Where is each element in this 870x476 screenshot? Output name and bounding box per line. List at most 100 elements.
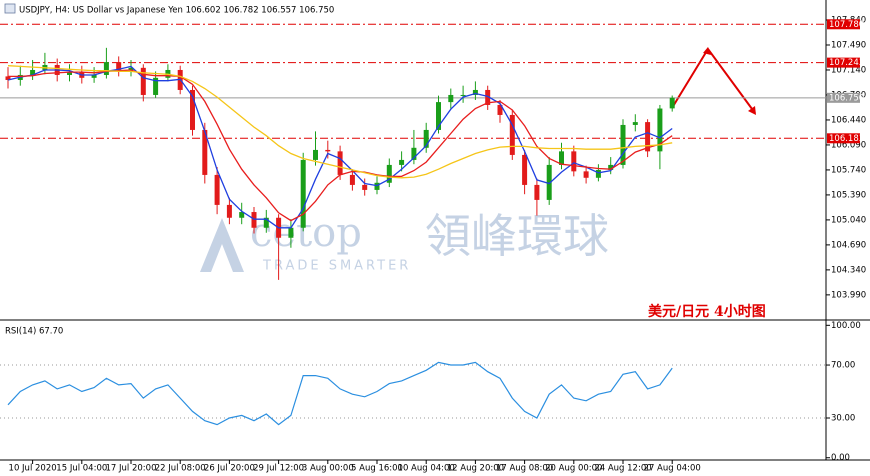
x-tick-label: 3 Aug 00:00 [302,464,354,474]
level-box [827,19,860,30]
y-tick-label: 107.490 [831,40,866,50]
candle-body [374,182,380,190]
candle-body [583,171,589,178]
rsi-title: RSI(14) 67.70 [5,327,63,337]
candle-body [386,164,392,183]
y-tick-label: 104.340 [831,265,866,275]
candle-body [91,74,97,78]
candle-body [362,184,368,190]
candle-body [140,67,146,95]
candle-body [263,217,269,228]
candle-body [645,122,651,152]
y-tick-label: 100.00 [831,321,861,331]
candle-body [485,89,491,105]
candle-body [657,108,663,152]
watermark-text: 領峰環球 [425,209,609,263]
y-tick-label: 30.00 [831,414,855,424]
chart-title: USDJPY, H4: US Dollar vs Japanese Yen 10… [19,6,334,16]
y-tick-label: 104.690 [831,240,866,250]
arrow-head [703,47,711,55]
candle-body [116,62,122,70]
line [7,65,673,179]
candle-body [411,147,417,160]
candle-body [214,174,220,205]
candle-body [620,124,626,165]
candle-body [313,149,318,160]
candle-body [67,72,72,75]
candle-body [472,89,478,95]
candle-body [546,164,552,200]
level-box [827,133,860,144]
level-label: 107.243 [829,58,864,68]
watermark-text: cetop [250,210,362,256]
level-label: 106.750 [829,93,864,103]
candle-body [5,76,11,80]
candle-body [300,159,306,228]
y-tick-label: 70.00 [831,361,855,371]
x-tick-label: 24 Aug 12:00 [594,464,651,474]
candle-body [325,149,331,152]
candle-body [226,204,232,218]
x-tick-label: 10 Jul 2020 [9,464,57,474]
annotation: 美元/日元 4小时图 [648,303,766,320]
x-tick-label: 5 Aug 16:00 [351,464,403,474]
x-tick-label: 29 Jul 12:00 [253,464,304,474]
x-tick-label: 17 Jul 20:00 [106,464,157,474]
candle-body [337,151,343,175]
candle-body [509,114,515,155]
pane: 107.840107.490107.140106.790106.440106.0… [0,15,866,300]
candle-body [128,67,134,70]
y-tick-label: 107.140 [831,65,866,75]
watermark-logo [200,218,244,272]
pane: 100.00 70.00 30.00 0.00 10 Jul 2020 15 Jul 04… [0,321,861,474]
level-label: 106.183 [829,134,864,144]
candle-body [30,69,36,75]
candle-body [239,212,245,218]
candle-body [571,151,577,172]
candle-body [423,129,429,148]
watermark: cetop 領峰環球 TRADE SMARTER [200,209,609,274]
candle-body [522,154,528,185]
y-tick-label: 105.740 [831,165,866,175]
x-tick-label: 10 Aug 04:00 [398,464,455,474]
x-tick-label: 22 Jul 08:00 [155,464,206,474]
symbol-icon [4,3,16,14]
candle-body [251,212,257,228]
y-tick-label: 106.440 [831,115,866,125]
candle-body [288,227,294,238]
candle-body [436,102,441,130]
candle-body [534,184,540,200]
y-tick-label: 103.990 [831,290,866,300]
candle-body [595,169,601,178]
y-tick-label: 105.040 [831,215,866,225]
x-tick-label: 12 Aug 20:00 [447,464,504,474]
x-tick-label: 27 Aug 04:00 [644,464,701,474]
y-tick-label: 106.090 [831,140,866,150]
arrow-head [748,106,756,115]
level-box [827,57,860,68]
x-tick-label: 26 Jul 20:00 [204,464,255,474]
candle-body [632,122,638,125]
y-tick-label: 0.00 [831,453,850,463]
overlay: 107.780 107.243 106.183 106.750 [827,19,864,144]
candle-body [559,151,564,165]
line [7,65,673,229]
x-tick-label: 15 Jul 04:00 [56,464,107,474]
candle-body [669,97,675,109]
level-label: 107.780 [829,20,864,30]
candle-body [460,94,466,96]
candle-body [349,174,355,185]
candle-body [448,94,454,103]
line [7,361,673,426]
y-tick-label: 105.390 [831,190,866,200]
candle-body [103,62,109,75]
candle-body [399,159,405,165]
candle-body [153,77,159,95]
candle-body [190,89,195,130]
line [8,69,673,222]
level-box [827,92,860,103]
candle-body [608,164,614,170]
candle-body [202,129,208,175]
x-tick-label: 17 Aug 08:00 [496,464,553,474]
